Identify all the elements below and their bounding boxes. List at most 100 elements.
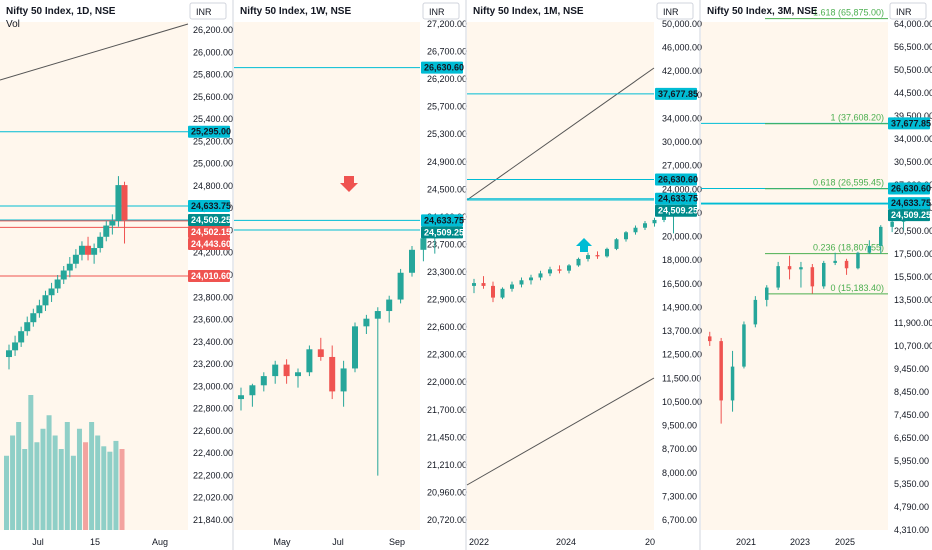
candle-body (708, 336, 712, 342)
panel-3m[interactable]: 64,000.00 56,500.00 50,500.00 44,500.00 39,5… (701, 8, 932, 547)
y-tick-label: 20,960.00 (427, 487, 467, 497)
panel-1m-currency: INR (663, 7, 679, 17)
y-tick-label: 39,500.00 (894, 111, 932, 121)
price-tag-label: 24,633.75 (424, 215, 464, 225)
candle-body (510, 284, 514, 289)
candle-body (72, 254, 79, 264)
candle-body (103, 225, 110, 237)
candle-body (238, 395, 244, 400)
candle-body (500, 288, 505, 298)
x-tick-label: 2021 (736, 537, 756, 547)
y-tick-label: 42,000.00 (662, 66, 702, 76)
y-tick-label: 22,900.00 (427, 295, 467, 305)
y-tick-label: 25,800.00 (193, 70, 233, 80)
y-tick-label: 25,700.00 (427, 102, 467, 112)
candle-body (295, 372, 301, 377)
price-tag (188, 200, 230, 213)
x-tick-label: 2022 (469, 537, 489, 547)
panel-3m-title: Nifty 50 Index, 3M, NSE (707, 6, 818, 17)
candle-body (36, 305, 43, 314)
candle-body (519, 280, 524, 285)
candle-body (595, 255, 600, 257)
price-tag (188, 270, 230, 283)
price-tag (888, 197, 930, 210)
fib-level-label: 1 (37,608.20) (830, 113, 884, 123)
candle-body (844, 260, 849, 269)
y-tick-label: 23,600.00 (193, 315, 233, 325)
candle-body (272, 364, 279, 377)
candle-body (481, 283, 486, 286)
price-tag-label: 25,295.00 (191, 127, 231, 137)
y-tick-label: 8,700.00 (662, 444, 697, 454)
candle-body (662, 213, 666, 220)
panel-1w-plot-bg (234, 22, 420, 530)
y-tick-label: 14,900.00 (662, 302, 702, 312)
candle-body (472, 283, 476, 286)
panel-1d-currency: INR (196, 7, 212, 17)
y-tick-label: 27,200.00 (427, 19, 467, 29)
y-tick-label: 64,000.00 (894, 19, 932, 29)
panel-3m-currency: INR (896, 7, 912, 17)
y-tick-label: 15,500.00 (894, 272, 932, 282)
y-tick-label: 44,500.00 (894, 88, 932, 98)
panel-1m[interactable]: 50,000.0046,000.0042,000.0038,000.0034,0… (466, 19, 702, 547)
candle-body (54, 279, 61, 289)
candle-body (810, 267, 815, 287)
y-tick-label: 50,500.00 (894, 65, 932, 75)
candle-body (633, 227, 638, 233)
fib-level-label: 0.618 (26,595.45) (813, 178, 884, 188)
candle-body (776, 266, 780, 288)
y-tick-label: 23,300.00 (427, 267, 467, 277)
price-tag (655, 173, 697, 186)
y-tick-label: 25,400.00 (193, 114, 233, 124)
candle-body (833, 260, 837, 263)
panel-1w-currency: INR (429, 7, 445, 17)
candle-body (643, 223, 647, 228)
y-tick-label: 23,700.00 (427, 239, 467, 249)
volume-bar (40, 428, 46, 530)
candle-body (491, 285, 495, 298)
y-tick-label: 30,000.00 (662, 137, 702, 147)
price-tag-label: 24,509.25 (658, 206, 698, 216)
x-tick-label: May (273, 537, 291, 547)
y-tick-label: 6,700.00 (662, 515, 697, 525)
candle-body (97, 236, 104, 249)
y-tick-label: 22,600.00 (193, 426, 233, 436)
x-tick-label: Aug (152, 537, 168, 547)
panel-1w-currency-box[interactable] (422, 2, 460, 20)
price-tag (655, 87, 697, 100)
y-tick-label: 24,900.00 (427, 157, 467, 167)
price-tag (655, 192, 697, 205)
candle-body (586, 255, 590, 259)
y-tick-label: 4,790.00 (894, 502, 929, 512)
y-tick-label: 34,000.00 (662, 113, 702, 123)
volume-bar (4, 455, 9, 530)
candle-body (24, 322, 31, 332)
candle-body (822, 262, 826, 287)
volume-bar (34, 442, 40, 530)
price-tag-label: 26,630.60 (891, 183, 931, 193)
candle-body (352, 326, 358, 369)
panel-1m-currency-box[interactable] (656, 2, 694, 20)
panel-1w[interactable]: 27,200.00 26,700.00 26,200.00 25,700.00 25,3… (234, 19, 467, 547)
panel-1d-currency-box[interactable] (189, 2, 227, 20)
x-tick-label: 20 (645, 537, 655, 547)
y-tick-label: 6,650.00 (894, 433, 929, 443)
y-tick-label: 25,000.00 (193, 159, 233, 169)
price-tag-label: 26,630.60 (658, 174, 698, 184)
panel-1d[interactable]: 26,200.00 26,000.00 25,800.00 25,600.00 25,4… (0, 23, 233, 547)
y-tick-label: 5,350.00 (894, 479, 929, 489)
volume-bar (22, 449, 28, 530)
panel-3m-currency-box[interactable] (889, 2, 927, 20)
y-tick-label: 21,840.00 (193, 515, 233, 525)
fib-level-label: 0.236 (18,807.55) (813, 243, 884, 253)
volume-bar (107, 451, 113, 530)
y-tick-label: 22,600.00 (427, 322, 467, 332)
y-tick-label: 12,500.00 (662, 350, 702, 360)
candle-body (567, 265, 571, 271)
candle-body (386, 299, 393, 312)
y-tick-label: 34,000.00 (894, 134, 932, 144)
candle-body (18, 331, 25, 343)
y-tick-label: 7,450.00 (894, 410, 929, 420)
